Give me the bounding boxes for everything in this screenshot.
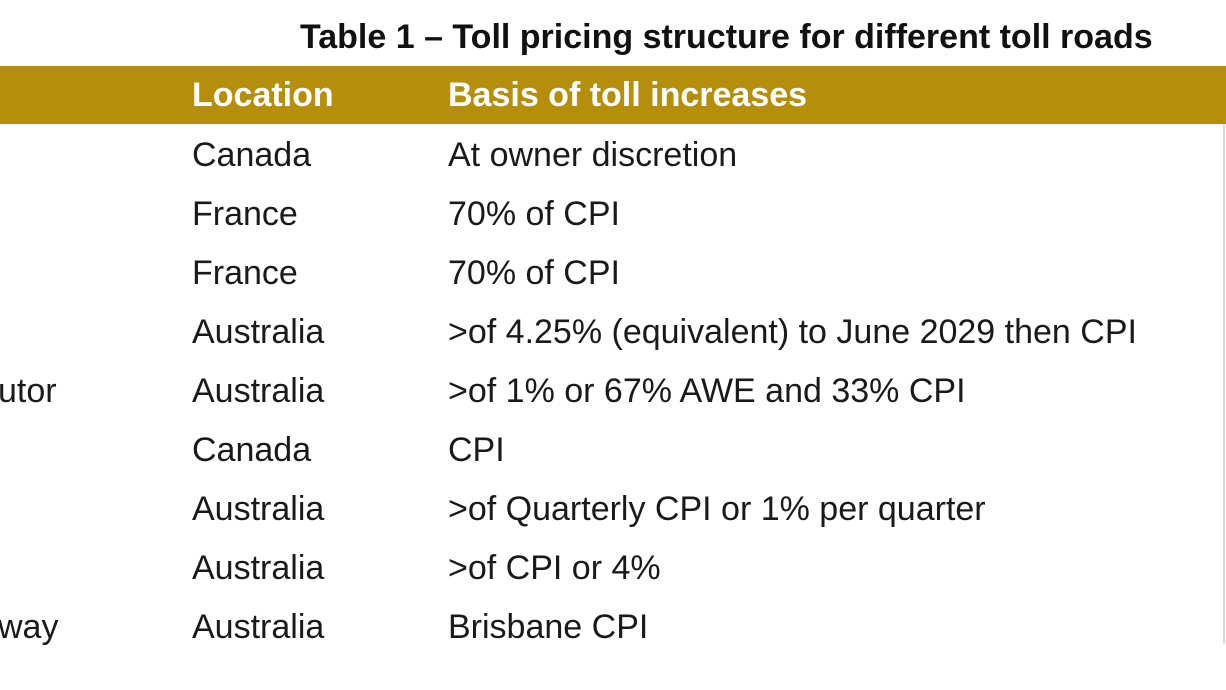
cell-location: Australia bbox=[192, 313, 325, 351]
table-row: Australia >of Quarterly CPI or 1% per qu… bbox=[0, 480, 1226, 539]
cell-basis: CPI bbox=[448, 431, 505, 469]
table-row: France 70% of CPI bbox=[0, 185, 1226, 244]
cell-location: Australia bbox=[192, 549, 325, 587]
cell-location: Australia bbox=[192, 608, 325, 646]
cell-basis: >of 4.25% (equivalent) to June 2029 then… bbox=[448, 313, 1137, 351]
header-basis: Basis of toll increases bbox=[448, 76, 808, 114]
cell-basis: 70% of CPI bbox=[448, 254, 620, 292]
cell-basis: At owner discretion bbox=[448, 136, 738, 174]
cell-location: Canada bbox=[192, 431, 312, 469]
table-row: way Australia Brisbane CPI bbox=[0, 598, 1226, 657]
cell-location: France bbox=[192, 254, 298, 292]
cell-name: way bbox=[0, 608, 59, 646]
table-row: France 70% of CPI bbox=[0, 244, 1226, 303]
cell-basis: >of 1% or 67% AWE and 33% CPI bbox=[448, 372, 966, 410]
cell-location: Australia bbox=[192, 372, 325, 410]
table-row: utor Australia >of 1% or 67% AWE and 33%… bbox=[0, 362, 1226, 421]
table-row: Australia >of 4.25% (equivalent) to June… bbox=[0, 303, 1226, 362]
table-row: Canada At owner discretion bbox=[0, 126, 1226, 185]
cell-basis: >of Quarterly CPI or 1% per quarter bbox=[448, 490, 986, 528]
table-row: Canada CPI bbox=[0, 421, 1226, 480]
table-right-border bbox=[1223, 124, 1225, 644]
cell-basis: 70% of CPI bbox=[448, 195, 620, 233]
cell-basis: >of CPI or 4% bbox=[448, 549, 661, 587]
cell-basis: Brisbane CPI bbox=[448, 608, 649, 646]
table-caption: Table 1 – Toll pricing structure for dif… bbox=[300, 18, 1153, 56]
cell-location: Canada bbox=[192, 136, 312, 174]
cell-location: France bbox=[192, 195, 298, 233]
cell-name: utor bbox=[0, 372, 57, 410]
header-location: Location bbox=[192, 76, 334, 114]
table-row: Australia >of CPI or 4% bbox=[0, 539, 1226, 598]
table-header-row bbox=[0, 66, 1226, 124]
cell-location: Australia bbox=[192, 490, 325, 528]
